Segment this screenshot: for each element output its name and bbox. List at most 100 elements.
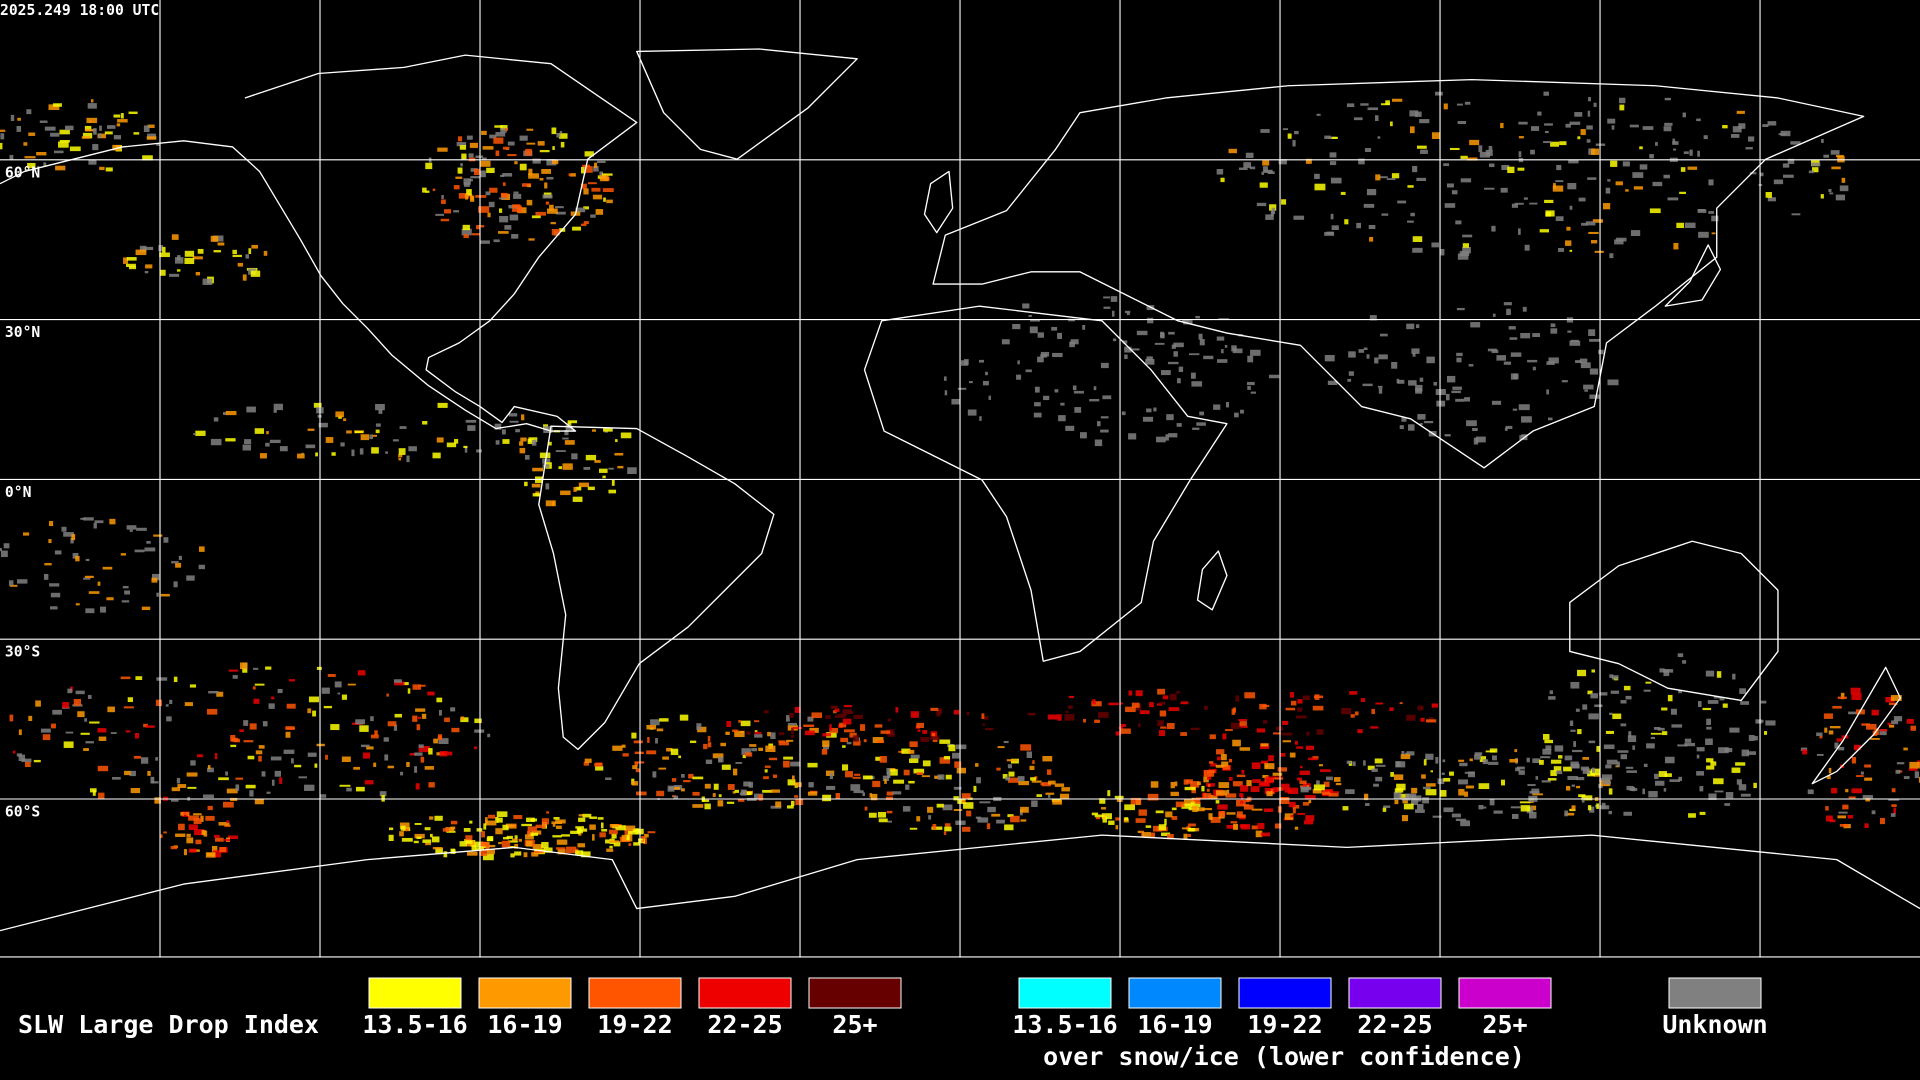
cloud-speck [379,791,387,797]
cloud-speck [463,445,468,449]
cloud-speck [1165,434,1169,441]
cloud-speck [692,791,700,796]
cloud-speck [1186,779,1193,784]
cloud-speck [1588,740,1596,744]
cloud-speck [1736,779,1742,785]
cloud-speck [1629,124,1639,128]
cloud-speck [1282,720,1289,725]
cloud-speck [1512,813,1519,819]
cloud-speck [1553,766,1562,771]
cloud-speck [351,449,355,457]
cloud-speck [1158,824,1166,831]
cloud-speck [1258,782,1270,787]
cloud-speck [1196,781,1201,786]
cloud-speck [602,188,614,193]
cloud-speck [1689,149,1693,156]
cloud-speck [1100,807,1107,810]
cloud-speck [874,724,883,728]
cloud-speck [528,238,535,241]
cloud-speck [1026,751,1032,758]
cloud-speck [416,724,421,731]
cloud-speck [93,128,97,135]
cloud-speck [1091,812,1099,816]
cloud-speck [1820,194,1824,199]
cloud-speck [877,811,887,818]
cloud-speck [811,712,822,719]
cloud-speck [298,776,307,779]
cloud-speck [218,822,230,826]
cloud-speck [1165,811,1173,818]
cloud-speck [792,727,803,729]
cloud-speck [1547,778,1557,781]
cloud-speck [484,844,496,848]
cloud-speck [1697,209,1707,213]
cloud-speck [991,813,1001,817]
cloud-speck [1851,788,1863,794]
cloud-speck [515,429,520,433]
cloud-speck [531,215,541,219]
cloud-speck [936,709,941,717]
cloud-speck [1529,202,1538,205]
cloud-speck [1544,739,1554,744]
cloud-speck [1582,757,1590,760]
cloud-speck [438,738,449,745]
cloud-speck [1415,809,1425,813]
cloud-speck [1371,708,1375,715]
cloud-speck [1518,228,1521,235]
cloud-speck [422,187,427,193]
cloud-speck [1173,351,1178,357]
cloud-speck [1093,386,1097,391]
cloud-speck [592,834,595,841]
cloud-speck [494,125,503,128]
cloud-speck [144,547,156,552]
cloud-speck [608,467,614,470]
cloud-speck [1537,111,1542,116]
cloud-speck [213,850,222,853]
cloud-speck [1513,373,1519,380]
cloud-speck [1224,729,1233,732]
cloud-speck [1610,160,1618,167]
cloud-speck [1708,179,1714,186]
cloud-speck [790,761,801,767]
cloud-speck [81,136,91,139]
cloud-speck [544,182,548,189]
cloud-speck [399,426,407,429]
cloud-speck [112,776,121,780]
cloud-speck [176,777,181,784]
cloud-speck [763,776,769,780]
cloud-speck [226,788,238,794]
cloud-speck [1187,834,1192,837]
cloud-speck [1582,768,1590,774]
cloud-speck [9,714,14,722]
cloud-speck [141,606,151,611]
cloud-speck [1382,807,1387,812]
cloud-speck [1190,781,1200,788]
cloud-speck [1192,427,1200,430]
cloud-speck [1271,207,1276,215]
cloud-speck [863,739,867,743]
cloud-speck [1410,126,1415,134]
cloud-speck [1375,702,1384,705]
legend-swatch [698,977,792,1009]
cloud-speck [697,726,707,733]
cloud-speck [1718,747,1729,754]
cloud-speck [1895,769,1901,774]
cloud-speck [589,816,597,819]
cloud-speck [1203,705,1208,710]
cloud-speck [1464,791,1469,797]
cloud-speck [732,768,738,776]
cloud-speck [1415,387,1423,394]
cloud-speck [123,257,129,264]
cloud-speck [826,732,837,738]
cloud-speck [453,185,460,190]
cloud-speck [444,209,452,214]
cloud-speck [547,441,552,446]
cloud-speck [1545,745,1552,751]
cloud-speck [1054,783,1065,787]
cloud-speck [1589,338,1601,342]
cloud-speck [526,128,534,131]
cloud-speck [578,833,582,836]
cloud-speck [1488,163,1495,168]
cloud-speck [1609,712,1613,716]
cloud-speck [555,450,566,452]
